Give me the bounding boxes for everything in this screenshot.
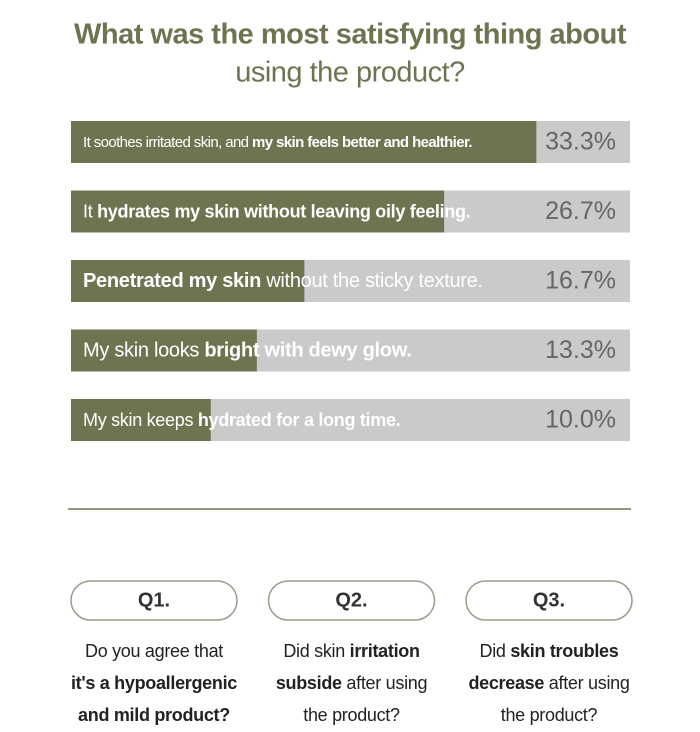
question-line: Did skin irritation bbox=[283, 641, 419, 661]
question-pill bbox=[70, 580, 238, 621]
value-label: 16.7% bbox=[545, 267, 616, 295]
text-part: bright with dewy glow. bbox=[204, 340, 411, 362]
bar-label: My skin looks bright with dewy glow. bbox=[83, 340, 411, 362]
question-line: subside after using bbox=[276, 673, 427, 693]
text-part: My skin looks bbox=[83, 340, 204, 362]
text-part: It bbox=[83, 201, 97, 221]
text-part: it's a hypoallergenic bbox=[71, 673, 237, 693]
question-label: Q1. bbox=[138, 589, 170, 611]
bar-label: Penetrated my skin without the sticky te… bbox=[83, 270, 483, 292]
text-part: skin troubles bbox=[510, 641, 618, 661]
chart-title: What was the most satisfying thing about bbox=[74, 19, 627, 51]
value-label: 26.7% bbox=[545, 197, 616, 225]
question-line: Do you agree that bbox=[85, 641, 223, 661]
text-part: the product? bbox=[303, 705, 400, 725]
text-part: Penetrated my skin bbox=[83, 270, 261, 292]
bar bbox=[71, 121, 537, 163]
text-part: hydrated for a long time. bbox=[198, 410, 401, 430]
bar bbox=[71, 399, 211, 441]
question-label: Q2. bbox=[335, 589, 367, 611]
bar-label: My skin keeps hydrated for a long time. bbox=[83, 410, 400, 430]
question-line: and mild product? bbox=[78, 705, 230, 725]
chart-title: using the product? bbox=[235, 57, 465, 89]
text-part: my skin feels better and healthier. bbox=[252, 134, 472, 151]
bar bbox=[71, 329, 257, 372]
question-label: Q3. bbox=[533, 589, 565, 611]
question-line: Did skin troubles bbox=[480, 641, 619, 661]
question-pill bbox=[267, 580, 436, 621]
text-part: Did skin bbox=[283, 641, 349, 661]
text-part: subside bbox=[276, 673, 342, 693]
question-line: it's a hypoallergenic bbox=[71, 673, 237, 693]
value-label: 33.3% bbox=[545, 128, 616, 156]
text-part: hydrates my skin without leaving oily fe… bbox=[97, 201, 470, 221]
text-part: Did bbox=[480, 641, 511, 661]
bar bbox=[71, 260, 305, 302]
question-line: decrease after using bbox=[468, 673, 629, 693]
text-part: My skin keeps bbox=[83, 410, 198, 430]
text-part: Do you agree that bbox=[85, 641, 223, 661]
question-pill bbox=[465, 580, 633, 621]
text-part: irritation bbox=[350, 641, 420, 661]
bar-label: It hydrates my skin without leaving oily… bbox=[83, 201, 470, 221]
question-line: the product? bbox=[501, 705, 598, 725]
text-part: decrease bbox=[468, 673, 544, 693]
text-part: It soothes irritated skin, and bbox=[83, 134, 252, 151]
value-label: 13.3% bbox=[545, 336, 616, 364]
question-line: the product? bbox=[303, 705, 400, 725]
text-part: the product? bbox=[501, 705, 598, 725]
text-part: without the sticky texture. bbox=[261, 270, 483, 292]
bar-label: It soothes irritated skin, and my skin f… bbox=[83, 134, 472, 151]
text-part: after using bbox=[544, 673, 629, 693]
text-part: and mild product? bbox=[78, 705, 230, 725]
bar bbox=[71, 190, 445, 233]
value-label: 10.0% bbox=[545, 406, 616, 434]
text-part: after using bbox=[342, 673, 427, 693]
